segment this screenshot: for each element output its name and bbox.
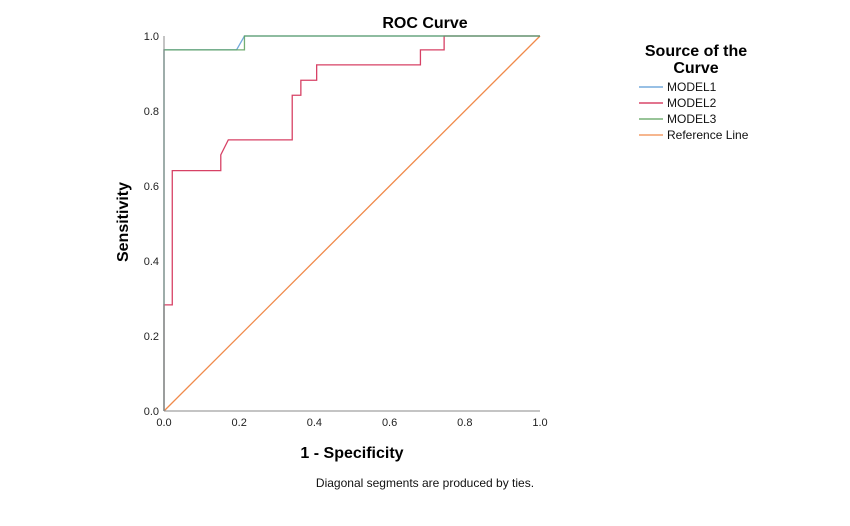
y-tick-label: 0.2: [144, 331, 159, 343]
x-tick-label: 0.6: [382, 417, 397, 429]
series-line-reference-line: [163, 35, 541, 412]
legend-item: MODEL3: [639, 112, 717, 126]
plot-area: [163, 35, 541, 412]
y-axis-title: Sensitivity: [115, 182, 132, 262]
legend-label: MODEL3: [667, 112, 717, 126]
legend-item: MODEL1: [639, 80, 717, 94]
y-tick-label: 0.6: [144, 181, 159, 193]
x-axis-title: 1 - Specificity: [300, 445, 403, 462]
legend: MODEL1 MODEL2 MODEL3 Reference Line: [639, 80, 749, 142]
y-tick-labels: 0.0 0.2 0.4 0.6 0.8 1.0: [144, 31, 159, 418]
footnote: Diagonal segments are produced by ties.: [316, 476, 534, 490]
series-line-model2: [163, 35, 540, 411]
x-tick-label: 1.0: [532, 417, 547, 429]
y-tick-label: 1.0: [144, 31, 159, 43]
chart-title: ROC Curve: [382, 15, 467, 32]
x-tick-label: 0.0: [156, 417, 171, 429]
legend-label: MODEL1: [667, 80, 717, 94]
legend-label: Reference Line: [667, 128, 749, 142]
x-tick-labels: 0.0 0.2 0.4 0.6 0.8 1.0: [156, 417, 547, 429]
x-tick-label: 0.8: [457, 417, 472, 429]
legend-item: MODEL2: [639, 96, 717, 110]
y-tick-label: 0.0: [144, 406, 159, 418]
legend-item: Reference Line: [639, 128, 749, 142]
x-tick-label: 0.4: [307, 417, 322, 429]
y-tick-label: 0.4: [144, 256, 159, 268]
legend-label: MODEL2: [667, 96, 717, 110]
x-tick-label: 0.2: [232, 417, 247, 429]
y-tick-label: 0.8: [144, 106, 159, 118]
legend-title-line2: Curve: [673, 60, 718, 77]
legend-title-line1: Source of the: [645, 43, 747, 60]
